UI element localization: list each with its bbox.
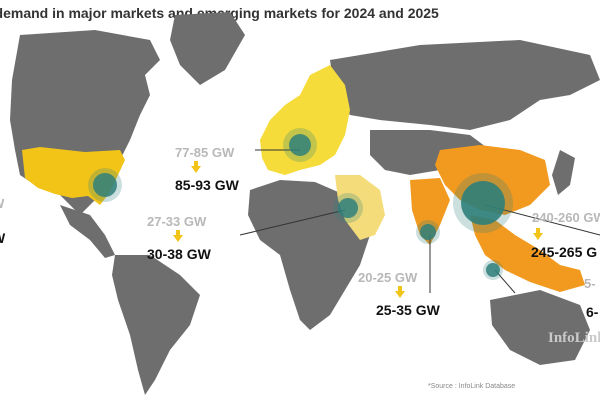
label-middle-east-2025: 30-38 GW bbox=[147, 246, 211, 262]
label-usa-2025: W bbox=[0, 230, 5, 246]
region-india bbox=[410, 178, 450, 245]
land-japan bbox=[552, 150, 575, 195]
label-usa-2024: W bbox=[0, 196, 4, 211]
market-bubble-southeast-asia bbox=[483, 260, 503, 280]
land-australia bbox=[490, 290, 590, 365]
market-bubble-usa bbox=[88, 168, 122, 202]
down-arrow-icon bbox=[395, 291, 405, 298]
market-bubble-china bbox=[453, 173, 513, 233]
source-note: *Source : InfoLink Database bbox=[428, 383, 516, 390]
region-southeast-asia bbox=[470, 215, 585, 292]
label-europe-2025: 85-93 GW bbox=[175, 177, 239, 193]
land-central-america bbox=[60, 205, 115, 258]
down-arrow-icon bbox=[398, 286, 402, 291]
down-arrow-icon bbox=[191, 166, 201, 173]
label-middle-east-2024: 27-33 GW bbox=[147, 214, 207, 229]
down-arrow-icon bbox=[176, 230, 180, 235]
land-greenland bbox=[170, 12, 245, 85]
land-africa bbox=[248, 180, 370, 330]
label-china-2024: 240-260 GW bbox=[532, 210, 600, 225]
down-arrow-icon bbox=[536, 228, 540, 233]
label-india-2025: 25-35 GW bbox=[376, 302, 440, 318]
down-arrow-icon bbox=[194, 161, 198, 166]
label-southeast-asia-2025: 6- bbox=[586, 304, 599, 320]
leader-line-china bbox=[484, 204, 600, 236]
market-bubble-middle-east bbox=[333, 193, 363, 223]
down-arrow-icon bbox=[173, 235, 183, 242]
watermark-logo: InfoLink bbox=[548, 330, 600, 346]
label-southeast-asia-2024: 5- bbox=[584, 276, 596, 291]
land-russia bbox=[330, 40, 600, 130]
region-middle-east bbox=[335, 175, 385, 240]
down-arrow-icon bbox=[533, 233, 543, 240]
region-europe bbox=[260, 65, 350, 175]
market-bubble-india bbox=[416, 220, 440, 244]
leader-line-middle-east bbox=[239, 209, 346, 236]
label-china-2025: 245-265 G bbox=[531, 244, 598, 260]
label-europe-2024: 77-85 GW bbox=[175, 145, 235, 160]
label-india-2024: 20-25 GW bbox=[358, 270, 418, 285]
land-south-america bbox=[112, 255, 200, 395]
market-bubble-europe bbox=[283, 128, 317, 162]
